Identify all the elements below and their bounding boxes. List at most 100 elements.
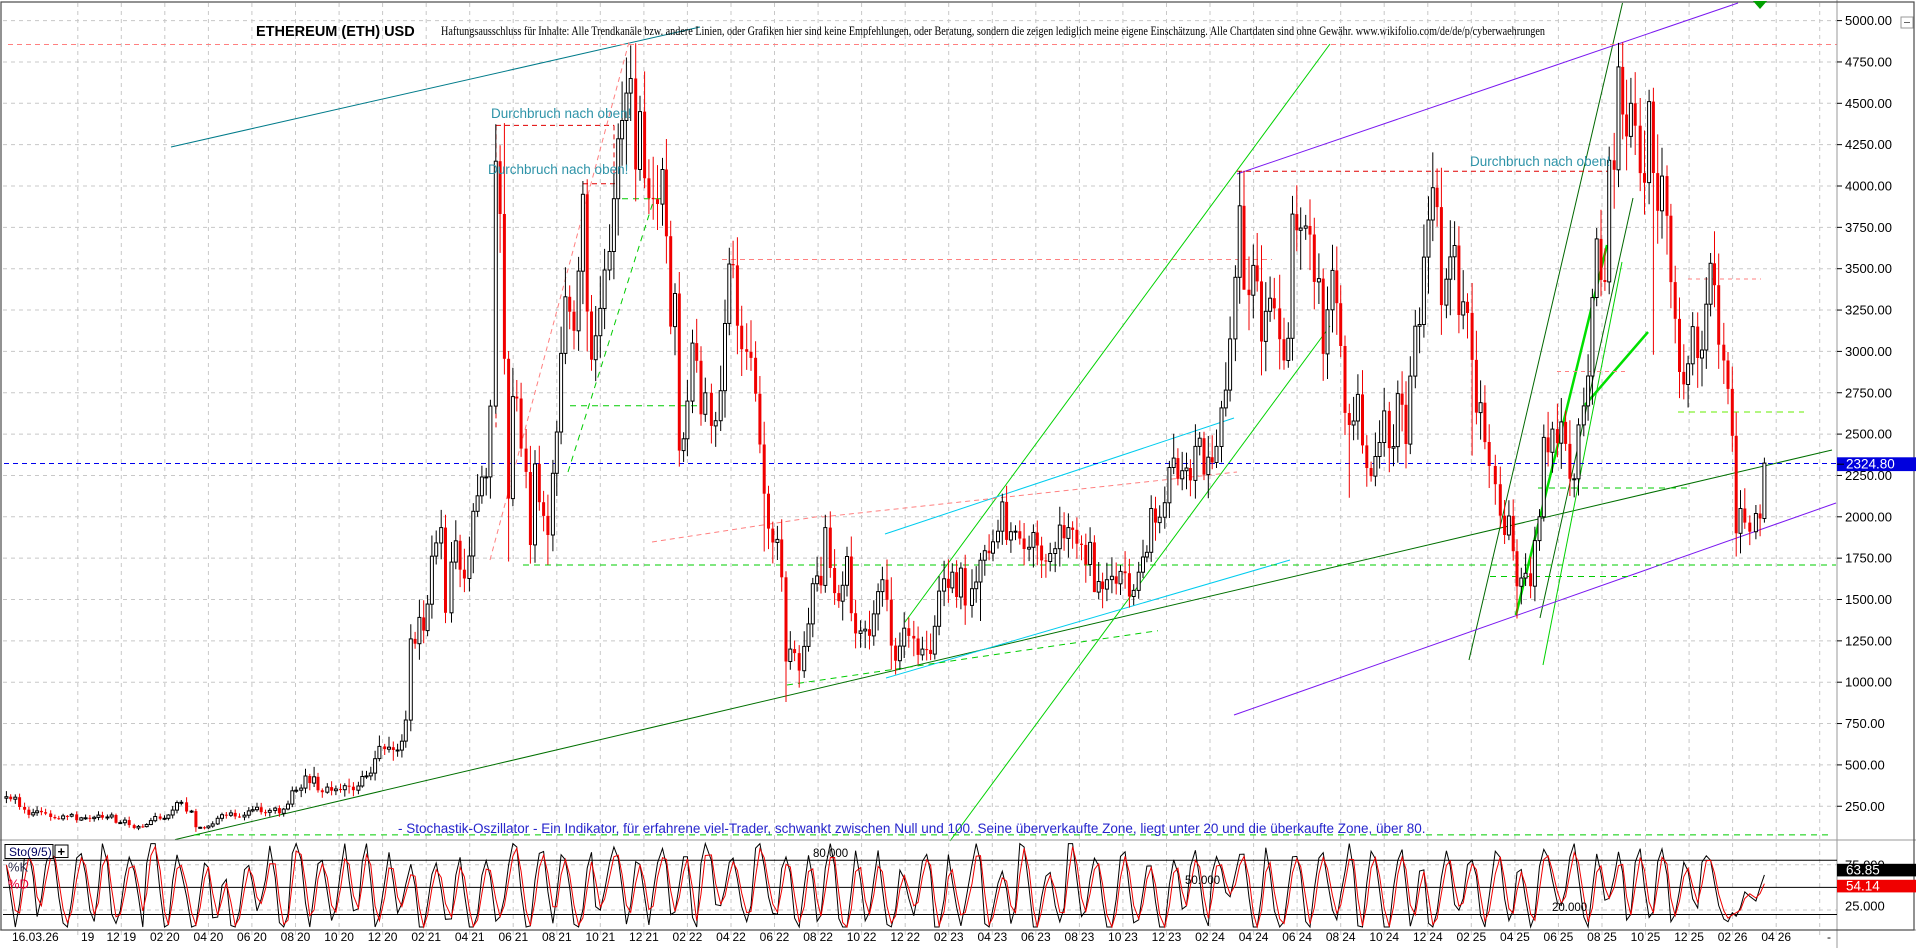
svg-text:06: 06 bbox=[1021, 930, 1035, 944]
svg-text:02: 02 bbox=[934, 930, 948, 944]
svg-text:1000.00: 1000.00 bbox=[1845, 675, 1892, 690]
svg-text:06: 06 bbox=[237, 930, 251, 944]
svg-text:20.000: 20.000 bbox=[1552, 902, 1587, 914]
svg-text:3250.00: 3250.00 bbox=[1845, 303, 1892, 318]
svg-text:4750.00: 4750.00 bbox=[1845, 54, 1892, 69]
svg-text:20: 20 bbox=[384, 930, 398, 944]
svg-text:10: 10 bbox=[324, 930, 338, 944]
svg-text:2500.00: 2500.00 bbox=[1845, 427, 1892, 442]
svg-text:25: 25 bbox=[1691, 930, 1705, 944]
svg-text:25: 25 bbox=[1516, 930, 1530, 944]
svg-text:12: 12 bbox=[1674, 930, 1688, 944]
svg-text:2750.00: 2750.00 bbox=[1845, 385, 1892, 400]
svg-text:08: 08 bbox=[1326, 930, 1340, 944]
svg-text:+: + bbox=[58, 844, 66, 859]
svg-text:25: 25 bbox=[1560, 930, 1574, 944]
svg-text:08: 08 bbox=[1065, 930, 1079, 944]
svg-text:19: 19 bbox=[81, 930, 95, 944]
svg-text:21: 21 bbox=[471, 930, 485, 944]
svg-text:21: 21 bbox=[645, 930, 659, 944]
svg-text:25: 25 bbox=[1647, 930, 1661, 944]
svg-text:3750.00: 3750.00 bbox=[1845, 220, 1892, 235]
svg-text:25: 25 bbox=[1473, 930, 1487, 944]
svg-text:3000.00: 3000.00 bbox=[1845, 344, 1892, 359]
svg-text:%D: %D bbox=[8, 877, 29, 892]
svg-text:12: 12 bbox=[890, 930, 904, 944]
svg-text:Sto(9/5): Sto(9/5) bbox=[9, 845, 52, 859]
svg-text:23: 23 bbox=[994, 930, 1008, 944]
svg-text:20: 20 bbox=[210, 930, 224, 944]
svg-text:02: 02 bbox=[150, 930, 164, 944]
svg-text:24: 24 bbox=[1342, 930, 1356, 944]
svg-text:2324.80: 2324.80 bbox=[1846, 457, 1895, 472]
svg-text:5000.00: 5000.00 bbox=[1845, 13, 1892, 28]
svg-text:26: 26 bbox=[1778, 930, 1792, 944]
svg-text:%K: %K bbox=[8, 860, 29, 875]
svg-text:10: 10 bbox=[585, 930, 599, 944]
svg-text:Durchbruch nach oben!: Durchbruch nach oben! bbox=[488, 162, 628, 177]
svg-text:21: 21 bbox=[602, 930, 616, 944]
svg-text:04: 04 bbox=[1239, 930, 1253, 944]
svg-text:04: 04 bbox=[455, 930, 469, 944]
svg-text:24: 24 bbox=[1212, 930, 1226, 944]
svg-text:22: 22 bbox=[776, 930, 790, 944]
svg-text:4250.00: 4250.00 bbox=[1845, 137, 1892, 152]
svg-text:12: 12 bbox=[106, 930, 120, 944]
svg-text:04: 04 bbox=[1761, 930, 1775, 944]
svg-text:08: 08 bbox=[803, 930, 817, 944]
svg-text:12: 12 bbox=[629, 930, 643, 944]
svg-text:20: 20 bbox=[253, 930, 267, 944]
svg-text:23: 23 bbox=[1037, 930, 1051, 944]
svg-text:23: 23 bbox=[1168, 930, 1182, 944]
svg-text:24: 24 bbox=[1386, 930, 1400, 944]
svg-text:12: 12 bbox=[1152, 930, 1166, 944]
svg-text:1250.00: 1250.00 bbox=[1845, 633, 1892, 648]
svg-text:Haftungsausschluss für Inhalte: Haftungsausschluss für Inhalte: Alle Tre… bbox=[441, 24, 1546, 38]
svg-text:04: 04 bbox=[716, 930, 730, 944]
svg-text:4500.00: 4500.00 bbox=[1845, 96, 1892, 111]
svg-text:500.00: 500.00 bbox=[1845, 757, 1885, 772]
svg-text:24: 24 bbox=[1255, 930, 1269, 944]
svg-text:06: 06 bbox=[498, 930, 512, 944]
svg-text:04: 04 bbox=[977, 930, 991, 944]
svg-text:19: 19 bbox=[123, 930, 137, 944]
svg-text:24: 24 bbox=[1299, 930, 1313, 944]
svg-text:- Stochastik-Oszillator - Ein: - Stochastik-Oszillator - Ein Indikator,… bbox=[398, 821, 1426, 836]
svg-text:20: 20 bbox=[297, 930, 311, 944]
svg-text:20: 20 bbox=[341, 930, 355, 944]
svg-text:3500.00: 3500.00 bbox=[1845, 261, 1892, 276]
svg-text:10: 10 bbox=[1631, 930, 1645, 944]
svg-text:1500.00: 1500.00 bbox=[1845, 592, 1892, 607]
svg-text:25.000: 25.000 bbox=[1845, 899, 1885, 914]
svg-text:10: 10 bbox=[1369, 930, 1383, 944]
svg-text:22: 22 bbox=[863, 930, 877, 944]
svg-text:08: 08 bbox=[542, 930, 556, 944]
svg-text:4000.00: 4000.00 bbox=[1845, 179, 1892, 194]
svg-text:26: 26 bbox=[1734, 930, 1748, 944]
svg-text:23: 23 bbox=[1124, 930, 1138, 944]
svg-text:-: - bbox=[1827, 930, 1831, 944]
svg-text:2250.00: 2250.00 bbox=[1845, 468, 1892, 483]
svg-text:20: 20 bbox=[166, 930, 180, 944]
svg-text:ETHEREUM (ETH) USD: ETHEREUM (ETH) USD bbox=[256, 24, 415, 40]
svg-text:21: 21 bbox=[428, 930, 442, 944]
svg-text:63.85: 63.85 bbox=[1846, 862, 1880, 877]
svg-text:12: 12 bbox=[368, 930, 382, 944]
svg-text:1750.00: 1750.00 bbox=[1845, 551, 1892, 566]
svg-text:10: 10 bbox=[847, 930, 861, 944]
svg-text:54.14: 54.14 bbox=[1846, 878, 1880, 893]
svg-text:02: 02 bbox=[1456, 930, 1470, 944]
svg-text:02: 02 bbox=[1718, 930, 1732, 944]
svg-text:16.03.26: 16.03.26 bbox=[12, 930, 59, 944]
svg-text:Durchbruch nach oben!: Durchbruch nach oben! bbox=[491, 106, 631, 121]
svg-text:12: 12 bbox=[1413, 930, 1427, 944]
svg-text:08: 08 bbox=[1587, 930, 1601, 944]
svg-text:22: 22 bbox=[907, 930, 921, 944]
svg-text:02: 02 bbox=[673, 930, 687, 944]
svg-text:08: 08 bbox=[281, 930, 295, 944]
svg-text:750.00: 750.00 bbox=[1845, 716, 1885, 731]
svg-text:06: 06 bbox=[760, 930, 774, 944]
svg-text:21: 21 bbox=[558, 930, 572, 944]
svg-text:22: 22 bbox=[689, 930, 703, 944]
svg-text:22: 22 bbox=[820, 930, 834, 944]
